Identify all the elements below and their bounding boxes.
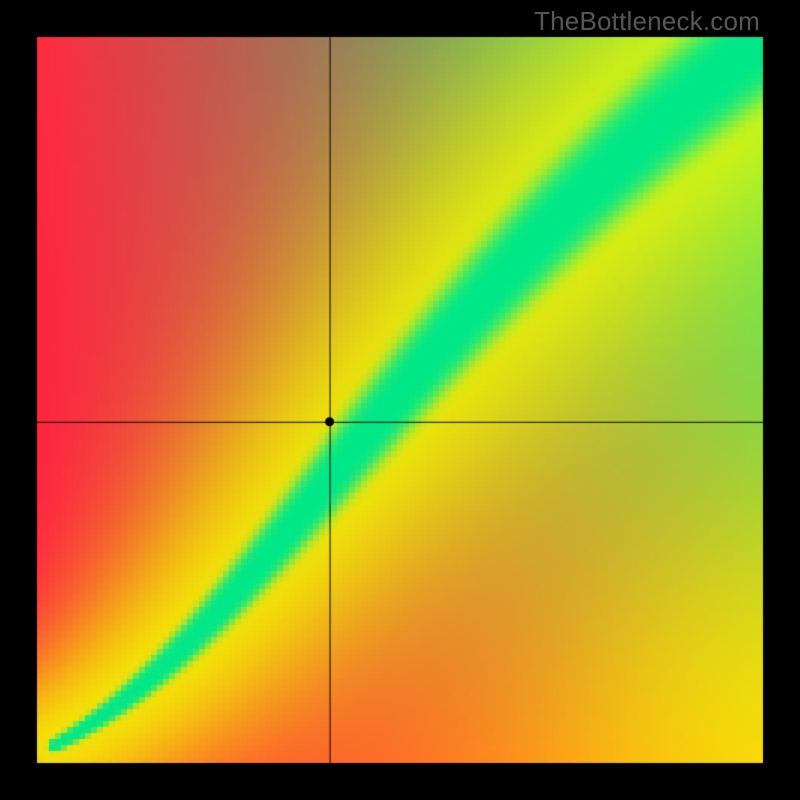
watermark-text: TheBottleneck.com xyxy=(534,6,760,37)
chart-container: TheBottleneck.com xyxy=(0,0,800,800)
heatmap-canvas xyxy=(0,0,800,800)
